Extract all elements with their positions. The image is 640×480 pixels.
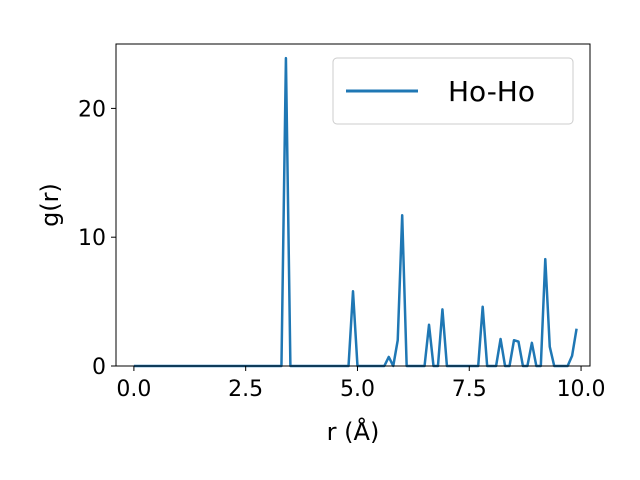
- axes-frame: [115, 43, 591, 367]
- y-axis-label: g(r): [36, 183, 64, 227]
- x-axis-label: r (Å): [327, 417, 380, 446]
- legend-box: [332, 57, 574, 125]
- x-axis-ticks: 0.0 2.5 5.0 7.5 10.0: [116, 366, 606, 402]
- y-tick-label: 10: [78, 226, 106, 251]
- y-axis-ticks: 0 10 20: [78, 97, 116, 380]
- legend-entry-ho-ho: Ho-Ho: [448, 75, 535, 108]
- y-tick-label: 0: [92, 355, 106, 380]
- x-tick-label: 5.0: [340, 377, 375, 402]
- x-tick-label: 10.0: [557, 377, 606, 402]
- x-tick-label: 2.5: [228, 377, 263, 402]
- legend: Ho-Ho: [332, 57, 574, 125]
- x-tick-label: 0.0: [116, 377, 151, 402]
- y-tick-label: 20: [78, 97, 106, 122]
- x-tick-label: 7.5: [452, 377, 487, 402]
